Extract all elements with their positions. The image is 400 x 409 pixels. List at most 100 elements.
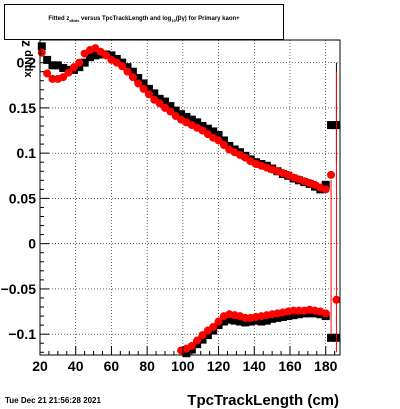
data-point-black (150, 89, 159, 98)
chart-title: Fitted zdNdx versus TpcTrackLength and l… (5, 16, 283, 23)
data-point-black (128, 67, 137, 76)
data-point-black (107, 51, 116, 60)
data-point-black (134, 74, 143, 83)
data-point-black (198, 335, 207, 344)
x-tick-label: 60 (104, 358, 120, 374)
data-point-black (214, 131, 223, 140)
title-sub1: dNdx (69, 18, 80, 24)
y-tick-label: 0.05 (9, 190, 36, 206)
data-point-black (139, 79, 148, 88)
data-point-red (155, 99, 164, 108)
data-point-red (321, 309, 330, 318)
data-point-red (139, 84, 148, 93)
data-point-red (64, 68, 73, 77)
axis-ticks (39, 53, 336, 355)
title-sub2: 10 (171, 18, 176, 24)
x-tick-label: 160 (278, 358, 302, 374)
gridlines (39, 40, 340, 355)
data-point-black (43, 55, 52, 64)
data-point-black (182, 112, 191, 121)
data-point-black (187, 115, 196, 124)
data-point-black (91, 51, 100, 60)
x-tick-label: 120 (207, 358, 231, 374)
data-point-red (219, 141, 228, 149)
data-point-black (219, 317, 228, 326)
data-point-red (37, 48, 46, 57)
data-point-black (86, 53, 94, 62)
y-tick-label: −0.1 (8, 326, 36, 342)
data-point-black (161, 97, 169, 106)
data-point-red (43, 69, 52, 78)
data-point-black (144, 84, 153, 93)
x-tick-label: 180 (314, 358, 338, 374)
data-point-black (166, 102, 175, 111)
title-box: Fitted zdNdx versus TpcTrackLength and l… (4, 4, 284, 40)
y-axis-label-sub: dNdx (22, 50, 34, 78)
data-point-black (203, 124, 212, 133)
data-point-red (144, 90, 153, 99)
data-point-black (257, 317, 266, 326)
data-point-black (289, 311, 298, 320)
x-tick-label: 100 (171, 358, 195, 374)
data-point-black (123, 63, 132, 72)
data-point-red (75, 58, 84, 67)
data-point-red (102, 51, 111, 60)
y-tick-label: 0.2 (17, 55, 37, 71)
data-point-red (214, 136, 223, 145)
timestamp: Tue Dec 21 21:56:28 2021 (5, 396, 101, 405)
data-point-black (241, 318, 250, 327)
data-point-red (69, 63, 78, 72)
x-tick-label: 140 (243, 358, 267, 374)
y-axis-label: z dNdx (19, 40, 35, 78)
data-point-red (198, 331, 207, 340)
data-point-black (193, 118, 202, 127)
data-point-black (171, 106, 180, 115)
x-tick-label: 40 (68, 358, 84, 374)
y-tick-label: 0.1 (17, 145, 37, 161)
data-point-black (262, 316, 271, 325)
data-point-black (155, 94, 164, 103)
x-tick-label: 80 (139, 358, 155, 374)
data-point-black (284, 312, 293, 321)
data-point-black (182, 349, 191, 358)
red-series (37, 44, 341, 355)
y-tick-label: −0.05 (1, 281, 37, 297)
y-tick-label: 0.15 (9, 100, 36, 116)
data-point-black (327, 333, 336, 342)
title-part2: versus TpcTrackLength and log (79, 16, 172, 22)
data-point-red (214, 317, 223, 326)
data-point-black (80, 58, 89, 67)
data-point-red (166, 107, 175, 116)
data-point-black (75, 63, 84, 72)
data-point-red (193, 336, 202, 345)
data-point-red (209, 322, 218, 331)
x-tick-label: 20 (32, 358, 48, 374)
data-point-black (219, 136, 228, 145)
data-point-red (128, 73, 137, 82)
data-point-red (118, 62, 127, 71)
data-point-black (37, 42, 46, 51)
data-point-black (268, 314, 277, 323)
data-point-red (321, 185, 330, 194)
data-point-black (236, 317, 244, 326)
data-point-black (321, 180, 330, 189)
data-point-black (273, 313, 282, 322)
data-point-black (225, 315, 234, 324)
data-point-red (59, 73, 68, 82)
data-point-black (177, 110, 186, 119)
data-point-black (327, 121, 336, 130)
title-part1: Fitted z (48, 16, 70, 22)
data-point-black (48, 61, 57, 70)
plot-frame (39, 39, 341, 356)
data-point-red (327, 170, 336, 179)
title-part3: (βγ) for Primary kaon+ (175, 16, 240, 22)
data-point-black (198, 121, 207, 130)
data-point-black (59, 64, 68, 73)
y-tick-label: 0 (28, 236, 36, 252)
data-point-black (203, 331, 212, 340)
y-axis-label-z: z (19, 40, 35, 47)
data-point-black (53, 61, 62, 70)
data-point-black (209, 127, 218, 136)
data-point-red (123, 67, 132, 76)
